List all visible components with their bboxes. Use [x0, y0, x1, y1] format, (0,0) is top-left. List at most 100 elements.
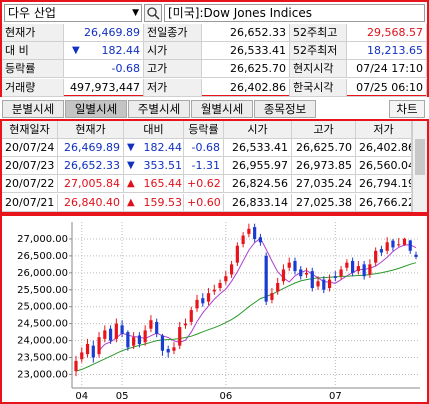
- candle-body: [258, 237, 263, 243]
- candle-body: [408, 240, 412, 251]
- change-sign: ▼: [127, 142, 135, 153]
- change-box: [124, 139, 184, 157]
- change-sign: ▼: [127, 160, 135, 172]
- market-select[interactable]: 다우 산업 ▼: [4, 4, 142, 22]
- market-name: 다우 산업: [8, 6, 56, 20]
- open: 26,955.97: [224, 157, 292, 176]
- low: 26,402.86: [356, 139, 412, 157]
- candle-body: [397, 244, 401, 246]
- chart: 23,000.00 23,500.00 24,000.00 24,500.00 25,0…: [0, 214, 429, 404]
- candle-body: [155, 321, 159, 334]
- quote-label: 현지시각: [290, 60, 347, 79]
- candle-body: [114, 323, 118, 339]
- open: 26,824.56: [224, 175, 292, 194]
- candle-body: [212, 289, 216, 292]
- quote-value: 18,213.65: [347, 42, 427, 61]
- candle-body: [385, 242, 389, 251]
- candle-body: [299, 269, 303, 277]
- search-icon: [147, 7, 160, 20]
- quote-label: 한국시각: [290, 78, 347, 97]
- candle-body: [322, 279, 326, 290]
- candle-body: [402, 238, 407, 245]
- x-tick-label: 07: [329, 391, 342, 402]
- chart-button[interactable]: 차트: [389, 100, 425, 118]
- candle-body: [281, 269, 286, 282]
- candle-body: [137, 335, 141, 344]
- candle-body: [247, 228, 251, 234]
- quote-value: 26,625.70: [202, 60, 290, 79]
- candle-body: [91, 345, 95, 358]
- candle-body: [356, 266, 360, 272]
- date: 20/07/21: [2, 193, 58, 212]
- price: 26,469.89: [58, 139, 124, 157]
- candle-body: [206, 293, 211, 302]
- y-tick-label: 27,000.00: [17, 234, 68, 245]
- candle-body: [362, 264, 366, 277]
- scrollbar[interactable]: [412, 121, 427, 212]
- open: 26,533.41: [224, 139, 292, 157]
- x-tick-label: 06: [219, 391, 232, 402]
- moving-average: [75, 262, 417, 372]
- change: 182.44: [143, 141, 183, 154]
- y-tick-label: 26,000.00: [17, 268, 68, 279]
- quote-label: 전일종가: [144, 24, 202, 42]
- quote-label: 52주최저: [290, 42, 347, 61]
- candle-body: [189, 310, 193, 322]
- high: 26,973.85: [292, 157, 356, 176]
- date: 20/07/22: [2, 175, 58, 194]
- quote-label: 대 비: [2, 42, 64, 61]
- y-tick-label: 23,500.00: [17, 353, 68, 364]
- candle-body: [414, 254, 418, 257]
- y-tick-label: 24,000.00: [17, 336, 68, 347]
- column-header: 고가: [292, 121, 356, 139]
- open: 26,833.14: [224, 193, 292, 212]
- candle-body: [351, 260, 355, 273]
- candle-body: [178, 327, 182, 346]
- rate: -0.68: [184, 139, 224, 157]
- tab[interactable]: 분별시세: [2, 100, 64, 118]
- candle-body: [276, 282, 280, 292]
- candle-body: [253, 227, 257, 239]
- column-header: 대비: [124, 121, 184, 139]
- rate: -1.31: [184, 157, 224, 176]
- price: 27,005.84: [58, 175, 124, 194]
- quote-value: 26,533.41: [202, 42, 290, 61]
- candle-body: [304, 272, 309, 275]
- date: 20/07/24: [2, 139, 58, 157]
- change-box: [124, 193, 184, 212]
- scroll-thumb[interactable]: [415, 139, 425, 175]
- candle-body: [108, 328, 113, 341]
- candle-body: [333, 276, 337, 278]
- candle-body: [183, 323, 188, 326]
- y-tick-label: 26,500.00: [17, 251, 68, 262]
- quote-label: 시가: [144, 42, 202, 61]
- candle-body: [327, 279, 332, 289]
- candle-body: [310, 271, 314, 289]
- candle-body: [391, 240, 395, 248]
- symbol-name: [미국]:Dow Jones Indices: [164, 4, 425, 22]
- candle-body: [80, 352, 84, 360]
- candle-body: [345, 262, 349, 268]
- search-button[interactable]: [144, 4, 162, 22]
- daily-table: 현재일자 현재가 대비 등락률 시가 고가 저가 20/07/24 26,469.89 ▼ 182.…: [0, 119, 429, 214]
- change-sign: ▲: [127, 178, 135, 190]
- tab[interactable]: 월별시세: [191, 100, 253, 118]
- change: 165.44: [143, 177, 183, 191]
- date: 20/07/23: [2, 157, 58, 176]
- quote-value: 497,973,447: [64, 78, 144, 97]
- candle-body: [120, 325, 124, 334]
- change-box: [124, 175, 184, 194]
- tab[interactable]: 종목정보: [254, 100, 316, 118]
- candle-body: [339, 269, 343, 277]
- column-header: 현재가: [58, 121, 124, 139]
- price: 26,652.33: [58, 157, 124, 176]
- quote-value: 26,402.86: [202, 78, 290, 97]
- y-tick-label: 25,000.00: [17, 302, 68, 313]
- quote-label: 거래량: [2, 78, 64, 97]
- quote-value: 07/24 17:10: [347, 60, 427, 79]
- candle-body: [97, 337, 101, 355]
- low: 26,560.04: [356, 157, 412, 176]
- tab[interactable]: 일별시세: [65, 100, 127, 118]
- tab[interactable]: 주별시세: [128, 100, 190, 118]
- quote-value: 26,652.33: [202, 24, 290, 42]
